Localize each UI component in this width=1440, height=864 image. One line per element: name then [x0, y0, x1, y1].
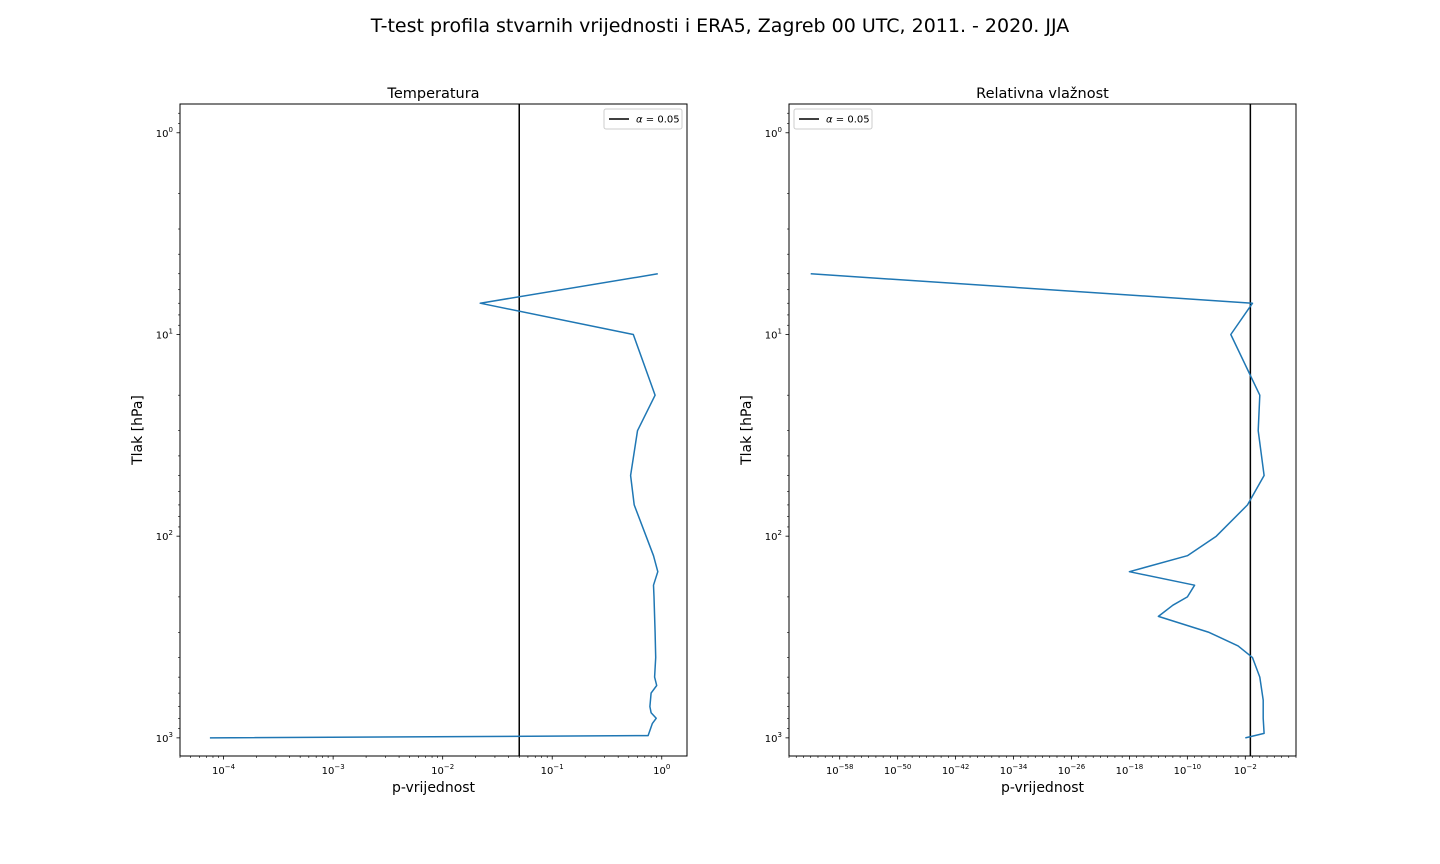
axes-relativna-vlaznost-xlabel: p-vrijednost: [1001, 780, 1085, 796]
x-tick-label: 10−18: [1116, 763, 1144, 777]
x-tick-label: 10−2: [1234, 763, 1257, 777]
y-tick-label: 101: [156, 327, 173, 341]
plot-frame: [179, 103, 688, 757]
axes-relativna-vlaznost-ylabel: Tlak [hPa]: [739, 395, 755, 466]
x-tick-label: 10−42: [942, 763, 970, 777]
x-tick-label: 10−10: [1174, 763, 1202, 777]
axes-temperatura: Temperatura p-vrijednost Tlak [hPa] 10−4…: [130, 86, 688, 796]
legend-label: α = 0.05: [826, 115, 870, 126]
axes-relativna-vlaznost-title: Relativna vlažnost: [976, 86, 1109, 102]
x-tick-label: 10−2: [431, 763, 454, 777]
y-tick-label: 103: [765, 731, 782, 745]
figure-suptitle: T-test profila stvarnih vrijednosti i ER…: [370, 15, 1069, 37]
axes-temperatura-title: Temperatura: [386, 86, 479, 102]
x-tick-label: 10−34: [1000, 763, 1028, 777]
series-line-p-value: [810, 273, 1265, 739]
legend: α = 0.05: [603, 108, 683, 130]
x-tick-label: 10−4: [212, 763, 236, 777]
y-tick-label: 102: [156, 529, 173, 543]
x-tick-label: 10−1: [541, 763, 564, 777]
legend-box: [603, 108, 683, 130]
x-tick-label: 100: [653, 763, 670, 777]
series-line-p-value: [209, 273, 659, 739]
y-tick-label: 103: [156, 731, 173, 745]
y-tick-label: 102: [765, 529, 782, 543]
x-tick-label: 10−3: [322, 763, 345, 777]
legend-box: [793, 108, 873, 130]
x-tick-label: 10−26: [1058, 763, 1086, 777]
y-tick-label: 100: [156, 126, 173, 140]
x-tick-label: 10−58: [826, 763, 854, 777]
plot-frame: [788, 103, 1297, 757]
axes-temperatura-xlabel: p-vrijednost: [392, 780, 476, 796]
legend-label: α = 0.05: [636, 115, 680, 126]
legend: α = 0.05: [793, 108, 873, 130]
axes-temperatura-ylabel: Tlak [hPa]: [130, 395, 146, 466]
x-tick-label: 10−50: [884, 763, 912, 777]
axes-relativna-vlaznost: Relativna vlažnost p-vrijednost Tlak [hP…: [739, 86, 1297, 796]
y-tick-label: 101: [765, 327, 782, 341]
y-tick-label: 100: [765, 126, 782, 140]
